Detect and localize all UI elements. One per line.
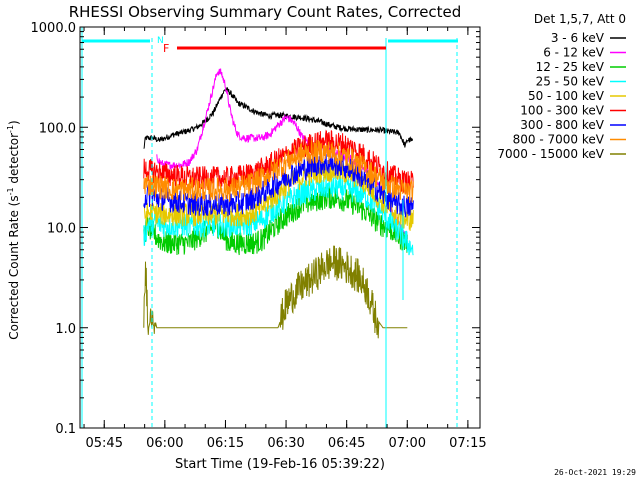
y-tick-label: 100.0 bbox=[39, 121, 76, 136]
y-axis-label-mid: detector bbox=[7, 133, 21, 188]
y-axis-label: Corrected Count Rate (s-1 detector-1) bbox=[6, 120, 21, 339]
night-flag-label: N bbox=[157, 36, 164, 46]
svg-text:Corrected Count Rate (s-1 dete: Corrected Count Rate (s-1 detector-1) bbox=[6, 120, 21, 339]
x-tick-label: 06:15 bbox=[207, 436, 244, 451]
series-line-2 bbox=[156, 68, 408, 240]
legend-label: 12 - 25 keV bbox=[536, 60, 605, 74]
x-tick-label: 06:45 bbox=[328, 436, 365, 451]
y-axis-label-tail: ) bbox=[7, 120, 21, 125]
legend-label: 800 - 7000 keV bbox=[513, 133, 605, 147]
x-tick-label: 06:30 bbox=[267, 436, 304, 451]
legend-label: 7000 - 15000 keV bbox=[497, 147, 604, 161]
x-tick-label: 05:45 bbox=[86, 436, 123, 451]
ticks-layer: 1000.0 100.0 10.0 1.0 0.1 05:45 06:00 06:15 06:3… bbox=[31, 21, 487, 451]
series-layer bbox=[143, 68, 414, 339]
series-line-7 bbox=[143, 152, 414, 218]
series-line-6 bbox=[143, 129, 414, 196]
series-line-1 bbox=[143, 86, 413, 149]
series-line-8 bbox=[143, 140, 414, 204]
x-tick-label: 06:00 bbox=[146, 436, 183, 451]
overlay-layer: NF bbox=[81, 27, 458, 428]
legend-label: 25 - 50 keV bbox=[536, 75, 605, 89]
legend-label: 50 - 100 keV bbox=[528, 89, 605, 103]
legend-label: 100 - 300 keV bbox=[520, 104, 604, 118]
x-tick-label: 07:15 bbox=[449, 436, 486, 451]
legend-label: 6 - 12 keV bbox=[543, 46, 605, 60]
y-tick-label: 1.0 bbox=[55, 322, 76, 337]
y-tick-label: 0.1 bbox=[55, 422, 76, 437]
legend-label: 300 - 800 keV bbox=[520, 118, 604, 132]
x-axis-label: Start Time (19-Feb-16 05:39:22) bbox=[175, 457, 385, 472]
chart-title: RHESSI Observing Summary Count Rates, Co… bbox=[69, 3, 462, 21]
y-axis-label-sup-1: -1 bbox=[6, 187, 15, 195]
footer-date: 26-Oct-2021 19:29 bbox=[554, 468, 636, 477]
series-line-9 bbox=[143, 245, 408, 339]
legend-header: Det 1,5,7, Att 0 bbox=[534, 12, 626, 26]
y-tick-label: 10.0 bbox=[47, 222, 76, 237]
legend-label: 3 - 6 keV bbox=[551, 31, 605, 45]
flare-flag-label: F bbox=[163, 42, 169, 55]
y-axis-label-sup-2: -1 bbox=[6, 125, 15, 133]
y-axis-label-main: Corrected Count Rate (s bbox=[7, 195, 21, 339]
x-tick-label: 07:00 bbox=[389, 436, 426, 451]
y-tick-label: 1000.0 bbox=[31, 21, 77, 36]
